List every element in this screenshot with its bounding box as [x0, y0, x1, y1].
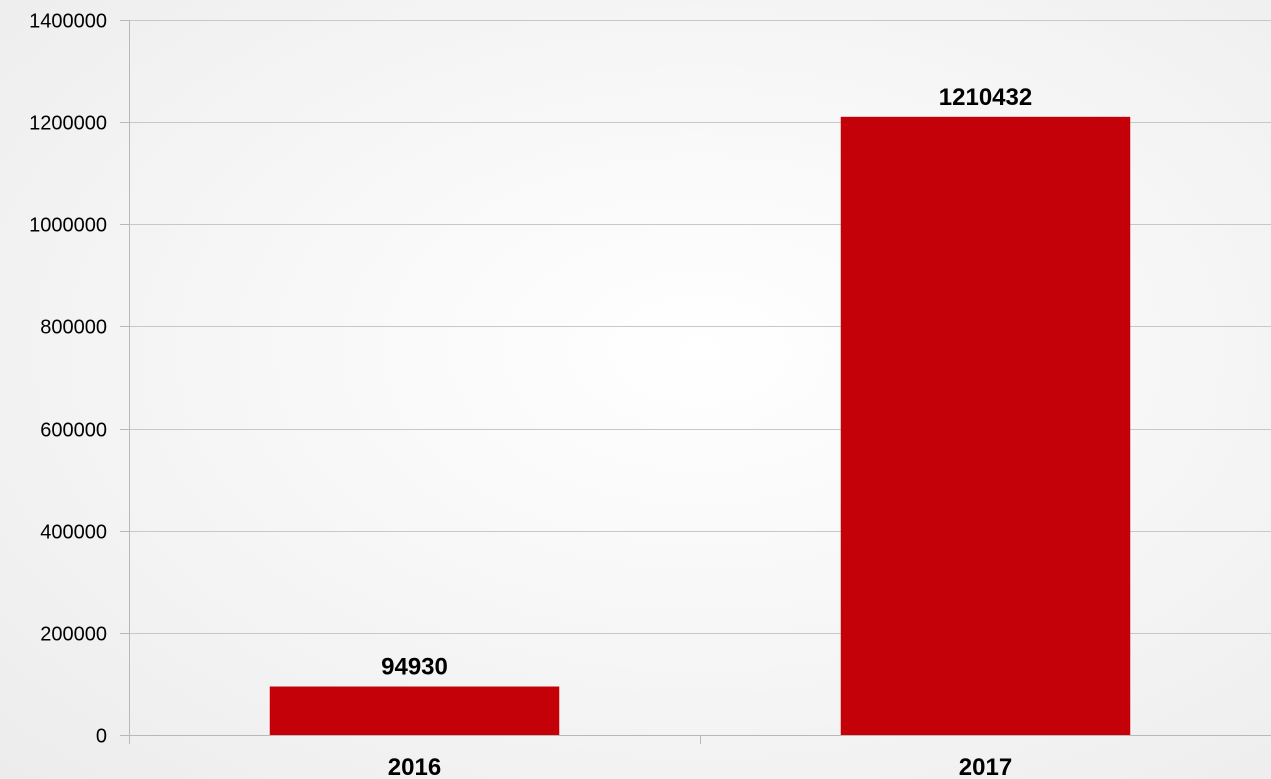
labels-layer: 94930 2016 1210432 2017: [381, 84, 1032, 779]
data-label: 94930: [381, 654, 448, 681]
y-tick-label: 0: [96, 726, 107, 748]
y-tick-label: 1000000: [29, 215, 107, 237]
y-tick-label: 400000: [40, 522, 107, 544]
x-category-label: 2017: [959, 754, 1012, 779]
bar: [269, 686, 560, 735]
y-tick-label: 800000: [40, 317, 107, 339]
axis-layer: 0 200000 400000 600000 800000 1000000 1200000 1…: [29, 11, 701, 748]
data-label: 1210432: [939, 84, 1032, 111]
y-tick-label: 1400000: [29, 11, 107, 33]
y-tick-label: 600000: [40, 420, 107, 442]
bars-layer: [269, 116, 1131, 736]
y-tick-label: 1200000: [29, 113, 107, 135]
grid-layer: [129, 20, 1271, 736]
bar: [840, 116, 1131, 736]
x-category-label: 2016: [388, 754, 441, 779]
y-tick-label: 200000: [40, 624, 107, 646]
